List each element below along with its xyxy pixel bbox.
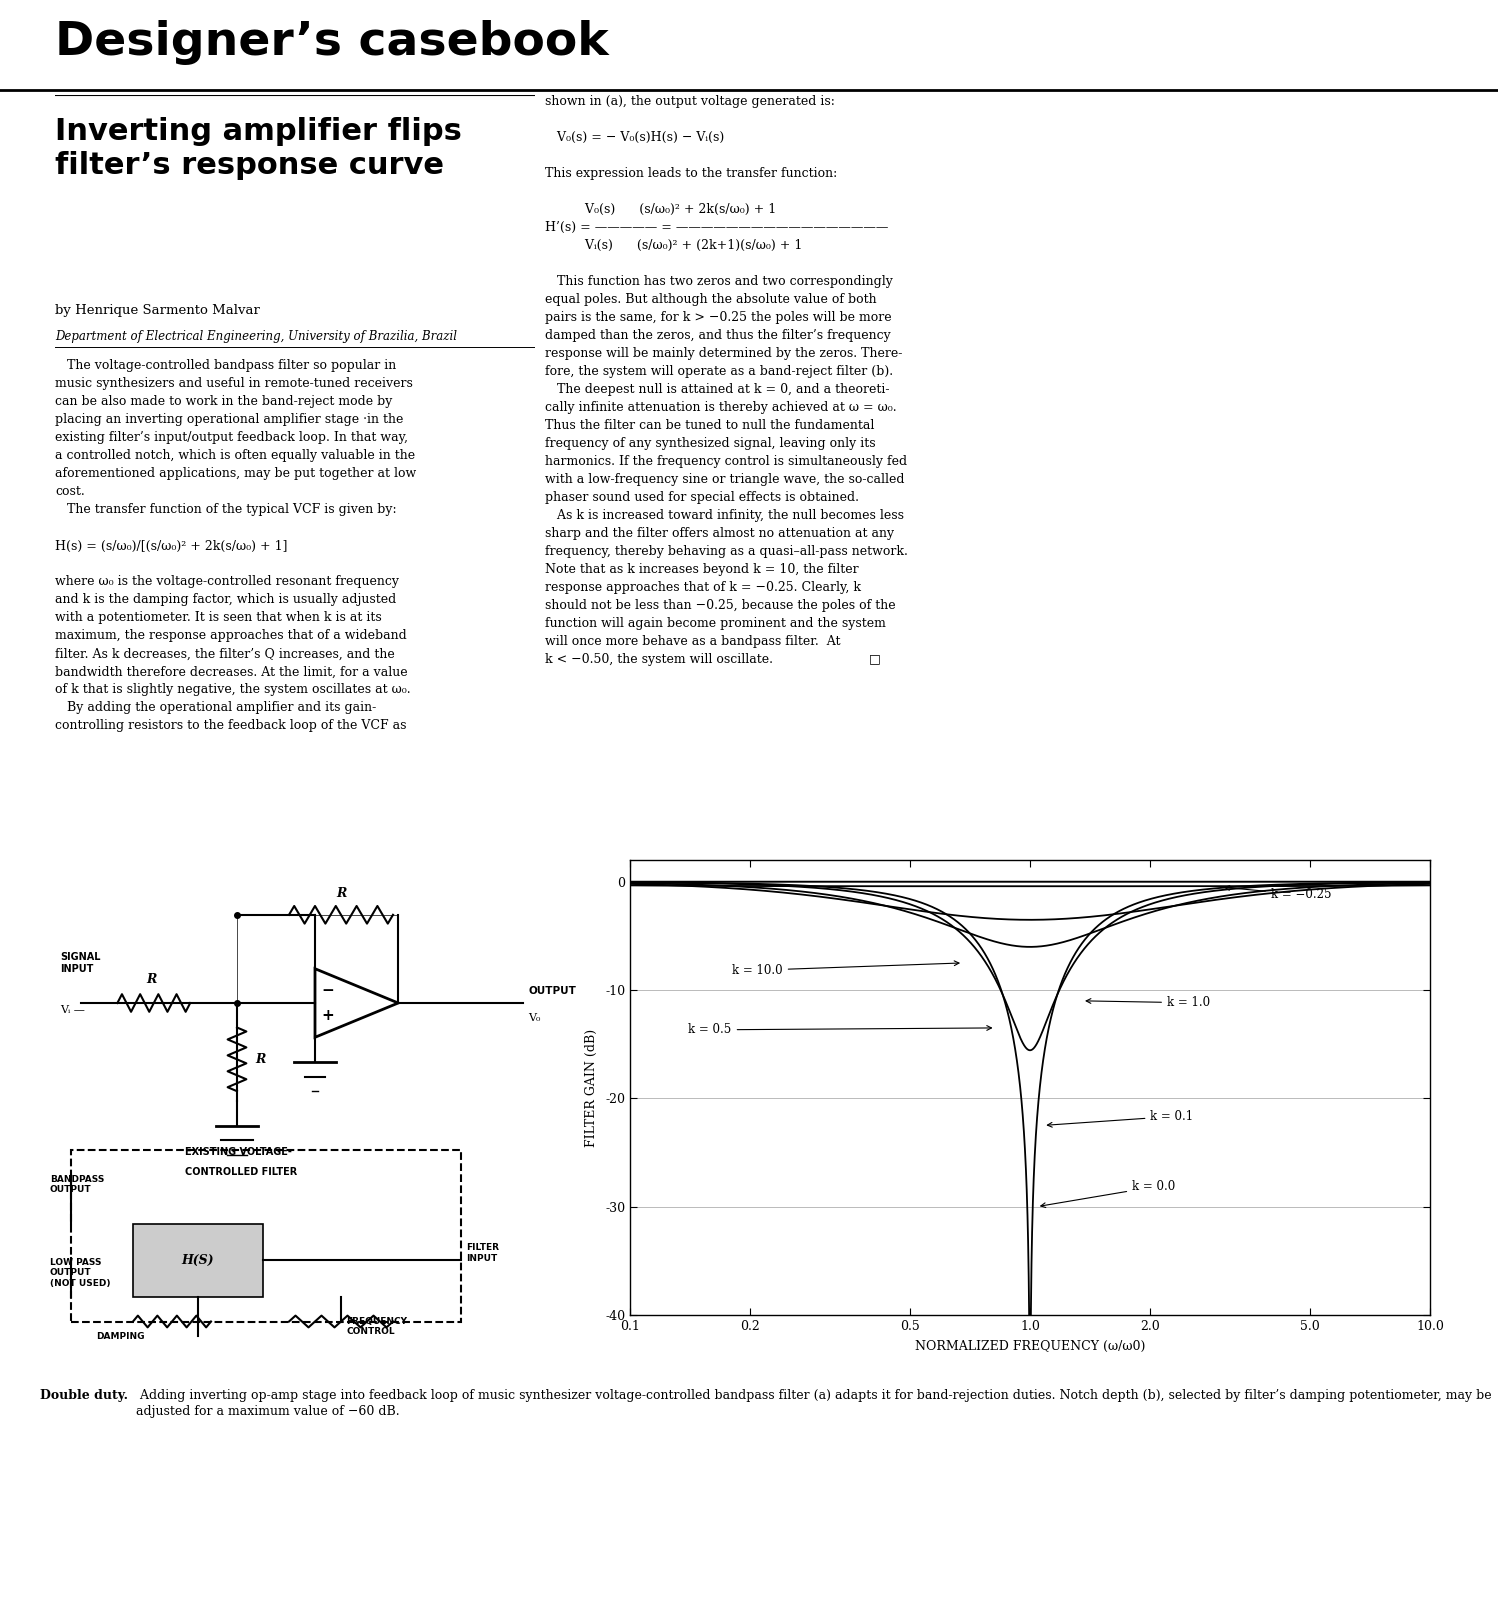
- Text: shown in (a), the output voltage generated is:

   V₀(s) = − V₀(s)H(s) − Vᵢ(s)

: shown in (a), the output voltage generat…: [545, 94, 908, 666]
- Text: Department of Electrical Engineering, University of Brazilia, Brazil: Department of Electrical Engineering, Un…: [55, 330, 457, 342]
- Text: Vᵢ —: Vᵢ —: [60, 1005, 85, 1016]
- X-axis label: NORMALIZED FREQUENCY (ω/ω0): NORMALIZED FREQUENCY (ω/ω0): [915, 1339, 1144, 1354]
- Text: FILTER
INPUT: FILTER INPUT: [466, 1243, 499, 1262]
- Text: by Henrique Sarmento Malvar: by Henrique Sarmento Malvar: [55, 304, 259, 317]
- Text: Inverting amplifier flips
filter’s response curve: Inverting amplifier flips filter’s respo…: [55, 117, 461, 179]
- Text: EXISTING VOLTAGE-: EXISTING VOLTAGE-: [184, 1147, 292, 1157]
- Text: R: R: [145, 973, 156, 986]
- Text: DAMPING: DAMPING: [96, 1333, 145, 1341]
- Text: k = 10.0: k = 10.0: [733, 962, 959, 976]
- Text: Designer’s casebook: Designer’s casebook: [55, 19, 608, 66]
- Text: +: +: [322, 1008, 334, 1022]
- Text: −: −: [322, 984, 334, 998]
- Text: (b): (b): [622, 1334, 641, 1349]
- Bar: [54, 856, 586, 1354]
- Text: R: R: [255, 1053, 265, 1066]
- Text: k = 0.0: k = 0.0: [1041, 1181, 1176, 1208]
- Text: Adding inverting op-amp stage into feedback loop of music synthesizer voltage-co: Adding inverting op-amp stage into feedb…: [136, 1389, 1492, 1418]
- Text: FREQUENCY
CONTROL: FREQUENCY CONTROL: [346, 1317, 407, 1336]
- Text: k = 1.0: k = 1.0: [1086, 997, 1210, 1010]
- Bar: [614, 856, 1444, 1354]
- Y-axis label: FILTER GAIN (dB): FILTER GAIN (dB): [586, 1029, 598, 1147]
- Text: CONTROLLED FILTER: CONTROLLED FILTER: [184, 1166, 297, 1178]
- Text: BANDPASS
OUTPUT: BANDPASS OUTPUT: [49, 1174, 105, 1194]
- Text: (a): (a): [61, 1334, 81, 1349]
- Text: SIGNAL
INPUT: SIGNAL INPUT: [60, 952, 100, 973]
- Text: LOW PASS
OUTPUT
(NOT USED): LOW PASS OUTPUT (NOT USED): [49, 1258, 111, 1288]
- Text: Double duty.: Double duty.: [40, 1389, 127, 1403]
- Text: k = 0.5: k = 0.5: [689, 1024, 992, 1037]
- Text: OUTPUT: OUTPUT: [529, 986, 577, 995]
- Text: H(S): H(S): [181, 1254, 214, 1267]
- Bar: [70, 1150, 460, 1322]
- Bar: [133, 1224, 264, 1298]
- Text: R: R: [336, 886, 346, 901]
- Text: V₀: V₀: [529, 1013, 541, 1022]
- Text: k = 0.1: k = 0.1: [1047, 1110, 1194, 1126]
- Text: The voltage-controlled bandpass filter so popular in
music synthesizers and usef: The voltage-controlled bandpass filter s…: [55, 360, 416, 733]
- Text: k = −0.25: k = −0.25: [1225, 885, 1332, 901]
